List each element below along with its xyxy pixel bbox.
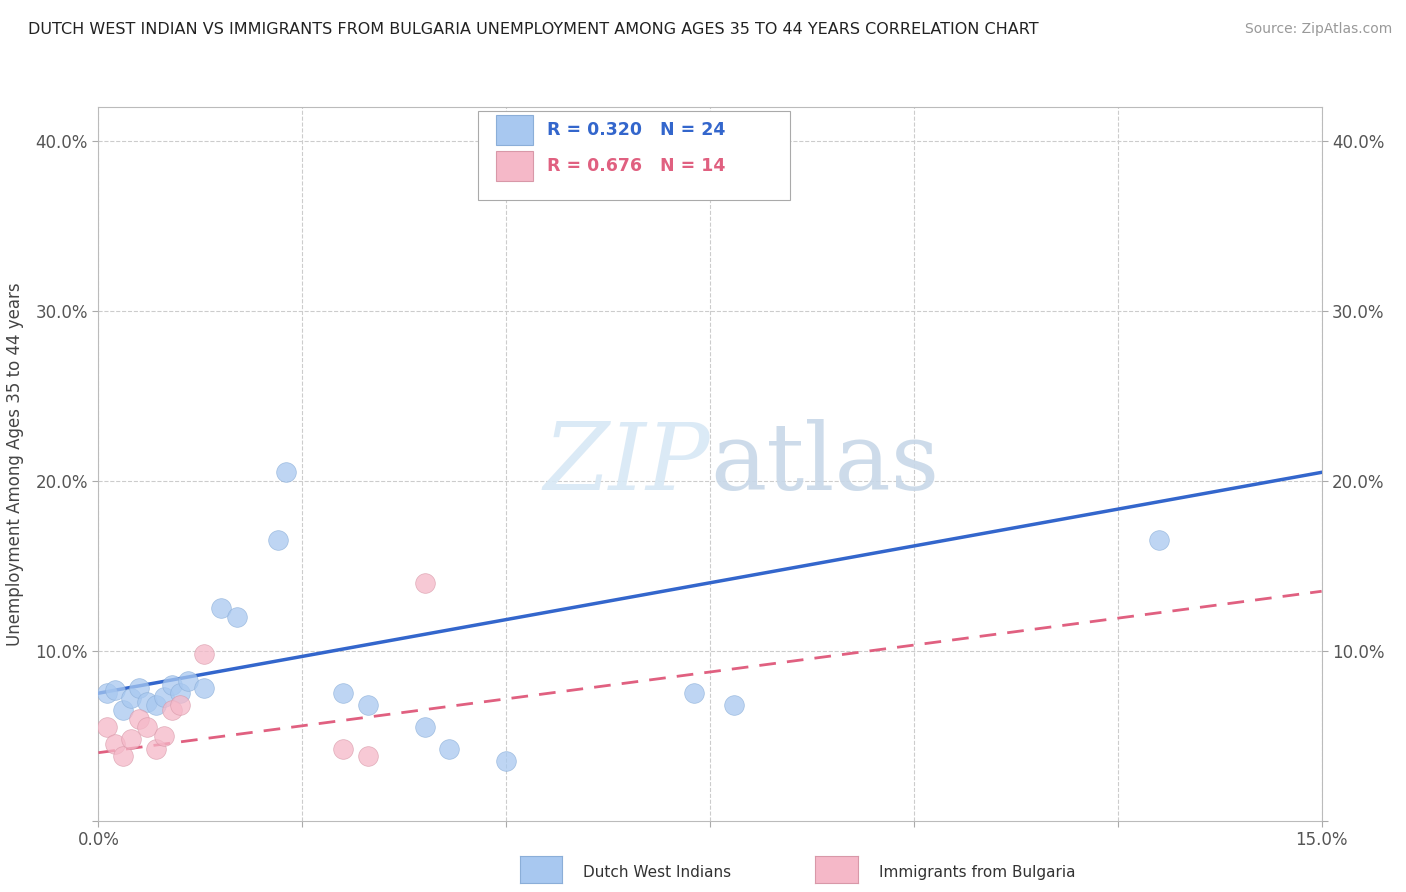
Point	[356, 698, 378, 712]
Text: atlas: atlas	[710, 419, 939, 508]
Point	[267, 533, 290, 548]
Point	[104, 682, 127, 697]
Point	[413, 720, 436, 734]
Text: Source: ZipAtlas.com: Source: ZipAtlas.com	[1244, 22, 1392, 37]
Point	[193, 681, 215, 695]
Point	[136, 720, 159, 734]
Point	[723, 698, 745, 712]
Point	[682, 686, 704, 700]
Text: DUTCH WEST INDIAN VS IMMIGRANTS FROM BULGARIA UNEMPLOYMENT AMONG AGES 35 TO 44 Y: DUTCH WEST INDIAN VS IMMIGRANTS FROM BUL…	[28, 22, 1039, 37]
Point	[96, 720, 118, 734]
Point	[332, 686, 354, 700]
Point	[152, 690, 174, 704]
Point	[1147, 533, 1170, 548]
Point	[111, 749, 134, 764]
Point	[356, 749, 378, 764]
Point	[169, 686, 191, 700]
Text: R = 0.320   N = 24: R = 0.320 N = 24	[547, 121, 725, 139]
Point	[160, 678, 183, 692]
Point	[120, 732, 142, 747]
Point	[128, 681, 150, 695]
Point	[136, 695, 159, 709]
FancyBboxPatch shape	[496, 115, 533, 145]
Point	[193, 647, 215, 661]
Point	[177, 674, 200, 689]
Point	[226, 609, 249, 624]
Text: Immigrants from Bulgaria: Immigrants from Bulgaria	[879, 865, 1076, 880]
Point	[437, 742, 460, 756]
Text: ZIP: ZIP	[543, 419, 710, 508]
Point	[413, 575, 436, 590]
Point	[96, 686, 118, 700]
Point	[111, 703, 134, 717]
Point	[145, 698, 167, 712]
Point	[160, 703, 183, 717]
Point	[145, 742, 167, 756]
Point	[169, 698, 191, 712]
Point	[120, 691, 142, 706]
Point	[495, 754, 517, 768]
Point	[209, 601, 232, 615]
FancyBboxPatch shape	[478, 111, 790, 200]
Point	[152, 729, 174, 743]
Text: R = 0.676   N = 14: R = 0.676 N = 14	[547, 158, 725, 176]
Point	[274, 466, 297, 480]
Point	[104, 737, 127, 751]
Text: Dutch West Indians: Dutch West Indians	[583, 865, 731, 880]
Y-axis label: Unemployment Among Ages 35 to 44 years: Unemployment Among Ages 35 to 44 years	[7, 282, 24, 646]
Point	[128, 712, 150, 726]
Point	[332, 742, 354, 756]
FancyBboxPatch shape	[496, 152, 533, 181]
